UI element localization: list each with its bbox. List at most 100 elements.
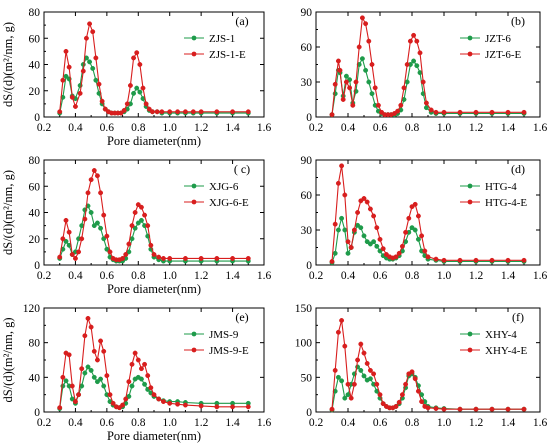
data-point <box>138 376 144 382</box>
data-point <box>399 392 405 398</box>
panel-label: (b) <box>511 14 525 28</box>
data-point <box>135 357 141 363</box>
data-point <box>473 257 479 263</box>
legend-entry: ZJS-1-E <box>184 49 246 61</box>
data-point <box>371 371 377 377</box>
data-point <box>412 376 418 382</box>
data-point <box>361 373 367 379</box>
series-XJG-6-E <box>57 168 251 263</box>
data-point <box>417 50 423 56</box>
data-point <box>91 348 97 354</box>
data-point <box>403 229 409 235</box>
series-line <box>59 56 249 114</box>
data-point <box>146 106 152 112</box>
data-point <box>345 250 351 256</box>
data-point <box>404 79 410 85</box>
data-point <box>182 255 188 261</box>
legend-label: JMS-9-E <box>209 345 249 357</box>
legend-label: XJG-6-E <box>209 197 249 209</box>
data-point <box>342 227 348 233</box>
legend-marker <box>191 199 197 205</box>
chart-panel-5: 0.2 0.4 0.6 0.8 1.0 1.2 1.4 1.6 0 40 80 120 Pore dia… <box>1 303 271 443</box>
x-tick-label: 0.8 <box>405 122 420 134</box>
data-point <box>132 350 138 356</box>
data-point <box>380 401 386 407</box>
x-tick-label: 1.4 <box>501 122 516 134</box>
data-point <box>245 109 251 115</box>
data-point <box>175 109 181 115</box>
data-point <box>335 58 341 64</box>
legend-entry: HTG-4-E <box>460 197 527 209</box>
data-point <box>98 376 104 382</box>
data-point <box>69 94 75 100</box>
data-point <box>422 248 428 254</box>
legend-entry: XJG-6 <box>184 181 239 193</box>
series-HTG-4-E <box>329 163 527 264</box>
data-point <box>76 392 82 398</box>
data-point <box>366 79 372 85</box>
x-tick-label: 0.4 <box>68 270 83 282</box>
panel-label: (f) <box>512 310 524 324</box>
x-tick-label: 0.4 <box>68 417 83 429</box>
legend-marker <box>467 199 473 205</box>
data-point <box>85 364 91 370</box>
data-point <box>403 381 409 387</box>
x-tick-label: 0.4 <box>341 417 356 429</box>
data-point <box>358 367 364 373</box>
data-point <box>116 405 122 411</box>
data-point <box>131 90 137 96</box>
data-point <box>380 246 386 252</box>
legend-entry: XHY-4-E <box>460 345 527 357</box>
data-point <box>101 212 107 218</box>
data-point <box>129 361 135 367</box>
data-point <box>364 199 370 205</box>
data-point <box>335 329 341 335</box>
x-tick-label: 1.6 <box>533 270 548 282</box>
data-point <box>175 401 181 407</box>
data-point <box>126 241 132 247</box>
data-point <box>521 406 527 412</box>
data-point <box>134 85 140 91</box>
data-point <box>135 202 141 208</box>
data-point <box>76 249 82 255</box>
data-point <box>420 79 426 85</box>
x-tick-label: 1.6 <box>257 270 272 282</box>
data-point <box>521 109 527 115</box>
y-tick-label: 0 <box>34 260 40 272</box>
data-point <box>441 109 447 115</box>
legend-marker <box>467 51 473 57</box>
data-point <box>393 404 399 409</box>
data-point <box>79 236 85 242</box>
x-tick-label: 1.2 <box>469 417 484 429</box>
y-tick-label: 30 <box>301 77 313 89</box>
data-point <box>91 168 97 173</box>
data-point <box>214 255 220 261</box>
x-tick-label: 1.4 <box>501 417 516 429</box>
data-point <box>356 44 362 50</box>
legend-marker <box>467 331 473 337</box>
y-tick-label: 80 <box>29 7 41 19</box>
data-point <box>407 38 413 44</box>
x-tick-label: 0.8 <box>131 270 146 282</box>
data-point <box>149 109 155 115</box>
data-point <box>160 255 166 261</box>
y-tick-label: 20 <box>29 234 41 246</box>
data-point <box>348 395 354 401</box>
data-point <box>433 406 439 411</box>
panel-label: (d) <box>511 162 525 176</box>
data-point <box>98 225 104 231</box>
x-tick-label: 0.2 <box>309 122 324 134</box>
x-axis-label: Pore diameter(nm) <box>107 282 201 296</box>
data-point <box>198 109 204 115</box>
data-point <box>167 109 173 115</box>
data-point <box>367 367 373 373</box>
data-point <box>332 250 338 256</box>
x-tick-label: 1.2 <box>194 417 209 429</box>
series-line <box>59 365 249 409</box>
data-point <box>374 243 380 249</box>
data-point <box>120 402 126 408</box>
data-point <box>101 383 107 389</box>
series-ZJS-1 <box>57 55 251 116</box>
x-tick-label: 1.2 <box>194 122 209 134</box>
